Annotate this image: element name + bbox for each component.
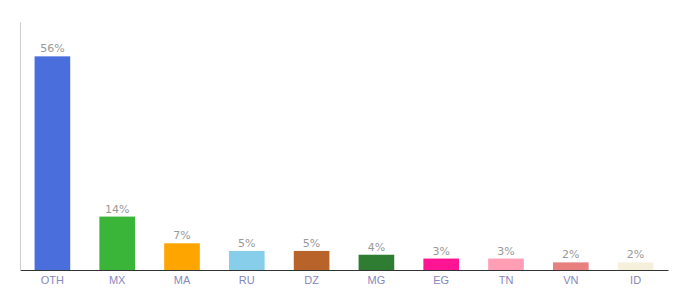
x-tick-label: MX — [109, 274, 126, 286]
x-tick: OTH — [41, 270, 64, 286]
data-label: 56% — [40, 42, 64, 55]
plot: 56% 14% 7% 5% 5% 4% 3% 3% 2% 2% OTH MX MA RU DZ MG EG TN V… — [21, 23, 669, 286]
bar — [99, 217, 135, 270]
x-tick-label: DZ — [304, 274, 319, 286]
data-label: 2% — [627, 248, 644, 261]
x-tick-label: TN — [499, 274, 514, 286]
data-label: 3% — [432, 245, 449, 258]
bar — [423, 259, 459, 270]
x-axis: OTH MX MA RU DZ MG EG TN VN ID — [21, 270, 669, 286]
x-tick: TN — [499, 270, 514, 286]
bar — [359, 255, 395, 270]
x-tick-label: EG — [433, 274, 449, 286]
bar — [488, 259, 524, 270]
x-tick: MX — [109, 270, 126, 286]
x-tick: VN — [563, 270, 578, 286]
bar — [618, 262, 654, 270]
bar — [294, 251, 330, 270]
data-label: 5% — [238, 237, 255, 250]
data-label: 2% — [562, 248, 579, 261]
bars — [35, 56, 654, 270]
x-tick: DZ — [304, 270, 319, 286]
bar — [229, 251, 265, 270]
bar — [35, 56, 71, 270]
x-tick-label: RU — [239, 274, 255, 286]
x-tick: MA — [174, 270, 191, 286]
x-tick: EG — [433, 270, 449, 286]
x-tick: MG — [368, 270, 386, 286]
y-axis — [20, 23, 21, 271]
x-tick-label: ID — [630, 274, 641, 286]
data-label: 14% — [105, 203, 129, 216]
data-label: 3% — [497, 245, 514, 258]
bar — [164, 243, 200, 270]
x-tick: RU — [239, 270, 255, 286]
x-tick: ID — [630, 270, 641, 286]
y-axis-line — [20, 23, 21, 271]
chart: 56% 14% 7% 5% 5% 4% 3% 3% 2% 2% OTH MX MA RU DZ MG EG TN V… — [0, 0, 680, 300]
x-axis-line — [21, 270, 669, 271]
x-tick-label: OTH — [41, 274, 64, 286]
x-tick-label: MA — [174, 274, 191, 286]
data-label: 4% — [368, 241, 385, 254]
x-tick-label: MG — [368, 274, 386, 286]
x-tick-label: VN — [563, 274, 578, 286]
bar — [553, 262, 589, 270]
data-labels: 56% 14% 7% 5% 5% 4% 3% 3% 2% 2% — [40, 42, 644, 261]
data-label: 5% — [303, 237, 320, 250]
data-label: 7% — [173, 229, 190, 242]
